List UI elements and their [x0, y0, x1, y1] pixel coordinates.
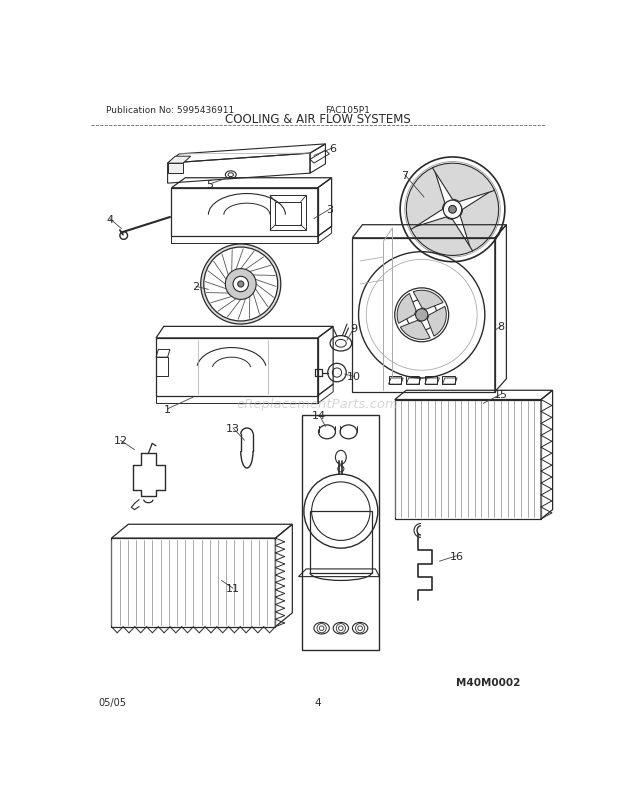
Polygon shape — [460, 190, 498, 252]
Circle shape — [233, 277, 249, 293]
Text: 4: 4 — [106, 214, 113, 225]
Text: 16: 16 — [450, 551, 463, 561]
Text: COOLING & AIR FLOW SYSTEMS: COOLING & AIR FLOW SYSTEMS — [225, 113, 410, 126]
Text: 6: 6 — [330, 144, 337, 153]
Circle shape — [449, 206, 456, 214]
Text: 8: 8 — [497, 322, 505, 332]
Polygon shape — [406, 168, 445, 230]
Text: eReplacementParts.com: eReplacementParts.com — [237, 397, 399, 411]
Text: 13: 13 — [226, 423, 240, 433]
Polygon shape — [410, 217, 472, 256]
Text: 14: 14 — [312, 411, 326, 420]
Polygon shape — [401, 321, 430, 340]
Text: 12: 12 — [113, 435, 128, 446]
Circle shape — [237, 282, 244, 288]
Text: 15: 15 — [494, 390, 508, 399]
Circle shape — [415, 310, 428, 322]
Text: 2: 2 — [193, 282, 200, 292]
Polygon shape — [167, 157, 191, 164]
Text: 7: 7 — [401, 171, 409, 180]
Text: 3: 3 — [326, 205, 333, 215]
Text: 4: 4 — [314, 697, 321, 707]
Text: 5: 5 — [206, 180, 213, 190]
Text: 05/05: 05/05 — [99, 697, 126, 707]
Text: FAC105P1: FAC105P1 — [326, 106, 370, 115]
Polygon shape — [397, 294, 416, 324]
Text: 11: 11 — [226, 583, 240, 593]
Circle shape — [225, 269, 256, 300]
Circle shape — [204, 248, 278, 322]
Polygon shape — [413, 291, 443, 310]
Text: 9: 9 — [350, 323, 358, 334]
Text: M40M0002: M40M0002 — [456, 677, 521, 687]
Circle shape — [201, 245, 281, 325]
Text: Publication No: 5995436911: Publication No: 5995436911 — [106, 106, 234, 115]
Polygon shape — [427, 307, 446, 337]
Text: 1: 1 — [164, 404, 171, 415]
Polygon shape — [432, 164, 495, 202]
Polygon shape — [167, 164, 183, 174]
Text: 10: 10 — [347, 372, 361, 382]
